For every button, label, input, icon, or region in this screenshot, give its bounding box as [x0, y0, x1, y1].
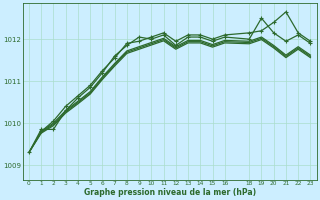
X-axis label: Graphe pression niveau de la mer (hPa): Graphe pression niveau de la mer (hPa)	[84, 188, 256, 197]
